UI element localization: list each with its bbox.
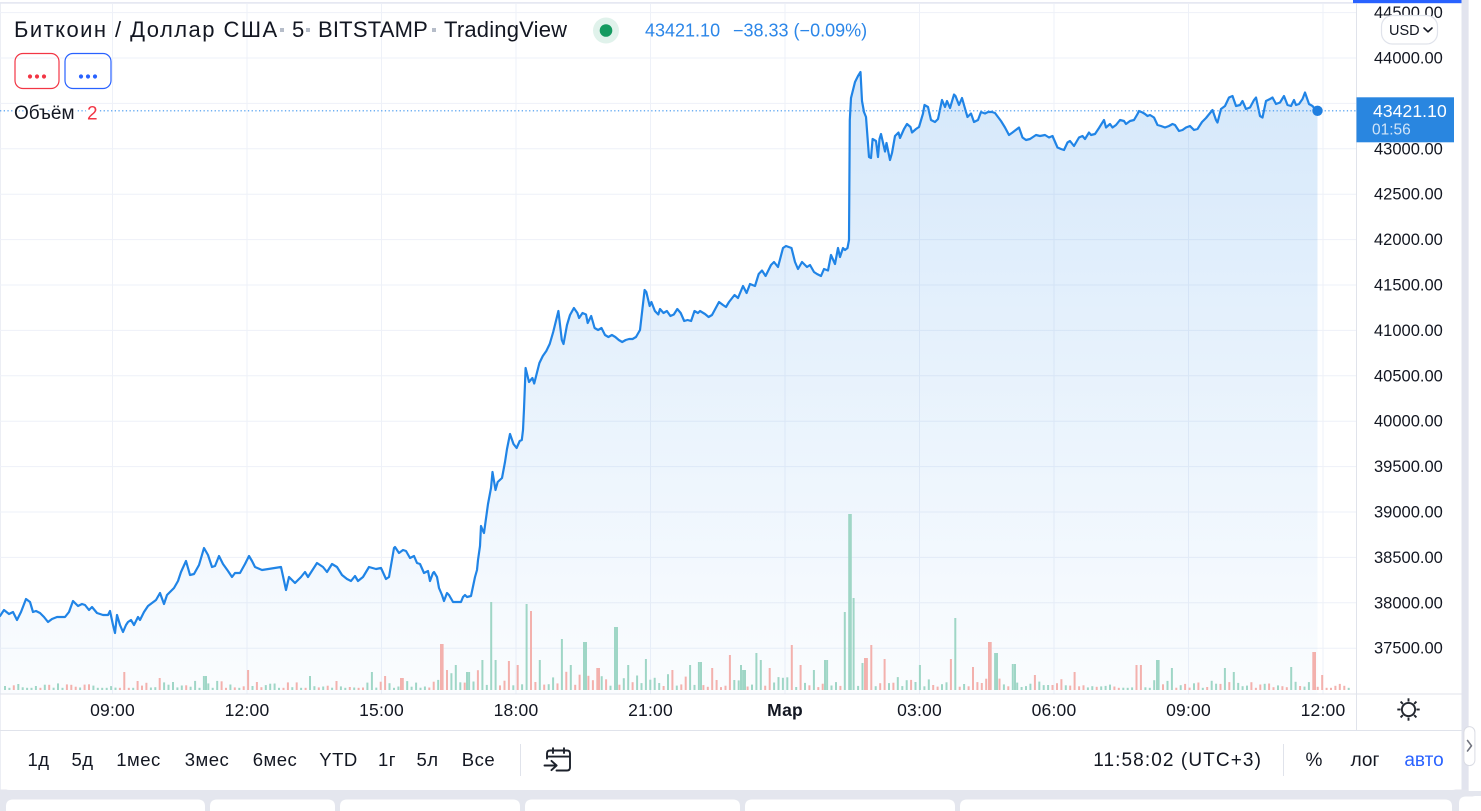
svg-text:09:00: 09:00 xyxy=(1166,700,1211,720)
svg-text:11:58:02 (UTC+3): 11:58:02 (UTC+3) xyxy=(1093,750,1262,771)
svg-text:43000.00: 43000.00 xyxy=(1374,140,1443,158)
svg-text:5д: 5д xyxy=(71,749,93,770)
svg-text:43421.10: 43421.10 xyxy=(645,21,720,41)
svg-text:1д: 1д xyxy=(27,749,49,770)
svg-text:5: 5 xyxy=(292,17,304,42)
svg-text:1мес: 1мес xyxy=(116,749,161,770)
svg-text:Все: Все xyxy=(462,749,495,770)
svg-text:09:00: 09:00 xyxy=(90,700,135,720)
svg-text:06:00: 06:00 xyxy=(1032,700,1077,720)
svg-text:YTD: YTD xyxy=(319,749,358,770)
svg-text:38500.00: 38500.00 xyxy=(1374,549,1443,567)
svg-text:авто: авто xyxy=(1404,750,1443,771)
svg-text:5л: 5л xyxy=(416,749,438,770)
svg-text:18:00: 18:00 xyxy=(494,700,539,720)
svg-text:%: % xyxy=(1306,750,1323,771)
svg-text:41000.00: 41000.00 xyxy=(1374,322,1443,340)
svg-text:12:00: 12:00 xyxy=(225,700,270,720)
svg-text:Объём: Объём xyxy=(14,103,75,124)
svg-text:USD: USD xyxy=(1389,23,1420,39)
svg-text:39500.00: 39500.00 xyxy=(1374,458,1443,476)
svg-text:42500.00: 42500.00 xyxy=(1374,186,1443,204)
svg-text:37500.00: 37500.00 xyxy=(1374,640,1443,658)
svg-text:−38.33 (−0.09%): −38.33 (−0.09%) xyxy=(733,21,867,41)
svg-text:40000.00: 40000.00 xyxy=(1374,413,1443,431)
svg-text:15:00: 15:00 xyxy=(359,700,404,720)
svg-text:BITSTAMP: BITSTAMP xyxy=(318,17,428,42)
svg-text:44000.00: 44000.00 xyxy=(1374,50,1443,68)
svg-text:41500.00: 41500.00 xyxy=(1374,277,1443,295)
svg-text:01:56: 01:56 xyxy=(1372,122,1411,139)
svg-text:TradingView: TradingView xyxy=(444,17,567,42)
svg-text:21:00: 21:00 xyxy=(628,700,673,720)
svg-text:лог: лог xyxy=(1351,750,1380,771)
svg-text:03:00: 03:00 xyxy=(897,700,942,720)
svg-text:1г: 1г xyxy=(378,749,396,770)
svg-text:12:00: 12:00 xyxy=(1301,700,1346,720)
svg-text:43421.10: 43421.10 xyxy=(1373,101,1447,121)
svg-text:42000.00: 42000.00 xyxy=(1374,231,1443,249)
svg-text:6мес: 6мес xyxy=(253,749,298,770)
svg-text:38000.00: 38000.00 xyxy=(1374,594,1443,612)
svg-text:40500.00: 40500.00 xyxy=(1374,367,1443,385)
svg-text:3мес: 3мес xyxy=(185,749,230,770)
svg-text:2: 2 xyxy=(87,104,98,125)
svg-text:39000.00: 39000.00 xyxy=(1374,504,1443,522)
svg-text:Мар: Мар xyxy=(767,700,803,720)
svg-text:Биткоин / Доллар США: Биткоин / Доллар США xyxy=(14,17,279,42)
